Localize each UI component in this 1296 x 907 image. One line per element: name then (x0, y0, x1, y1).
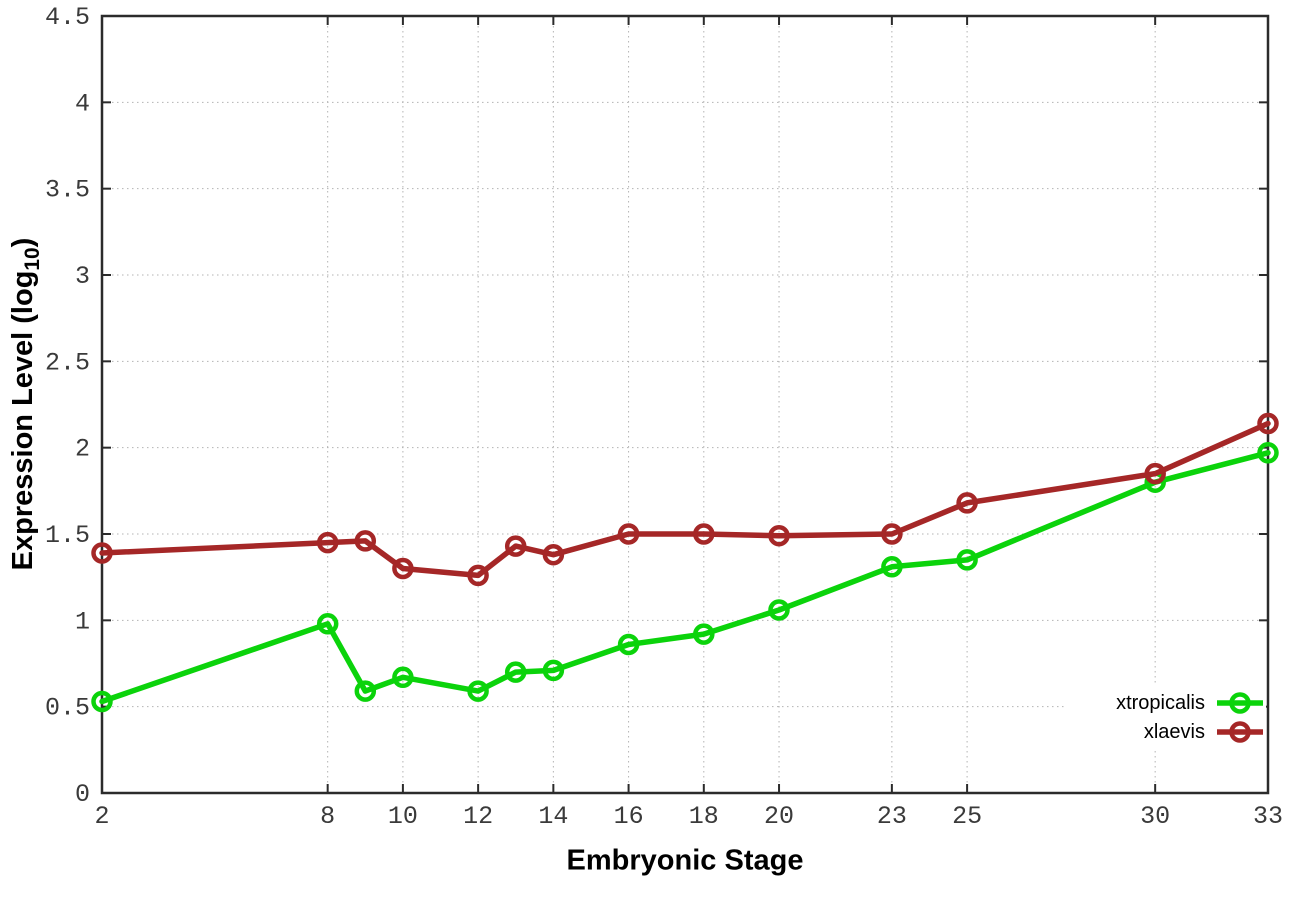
data-point-marker-xtropicalis (693, 623, 715, 645)
x-axis-title: Embryonic Stage (566, 844, 804, 877)
legend-label-xlaevis: xlaevis (1143, 720, 1205, 743)
x-tick-label: 33 (1253, 802, 1283, 831)
y-tick-label: 2.5 (45, 348, 90, 377)
y-tick-label: 4 (75, 89, 90, 118)
data-point-marker-xtropicalis (768, 599, 790, 621)
legend-line-point-sample-icon (1217, 691, 1263, 714)
data-point-marker-xtropicalis (392, 666, 414, 689)
data-point-marker-xlaevis (1144, 462, 1166, 485)
data-point-marker-xtropicalis (542, 659, 565, 682)
data-point-marker-xlaevis (956, 492, 978, 514)
data-point-marker-xtropicalis (881, 556, 903, 578)
y-tick-label: 4.5 (45, 3, 90, 32)
data-point-marker-xlaevis (617, 523, 640, 545)
y-tick-label: 3.5 (45, 176, 90, 205)
y-tick-label: 1 (75, 607, 90, 636)
legend-line-point-sample-icon (1217, 720, 1263, 743)
data-point-marker-xlaevis (768, 524, 790, 547)
data-point-marker-xtropicalis (617, 633, 640, 656)
plot-border (100, 14, 1270, 795)
data-point-marker-xtropicalis (504, 661, 527, 683)
data-point-marker-xlaevis (504, 535, 527, 557)
y-axis-title: Expression Level (log10) (7, 238, 45, 571)
data-point-marker-xlaevis (316, 531, 339, 554)
x-tick-label: 20 (764, 802, 794, 831)
x-tick-label: 10 (388, 802, 418, 831)
legend-label-xtropicalis: xtropicalis (1116, 691, 1205, 714)
legend-item-xlaevis: xlaevis (1144, 717, 1266, 746)
x-tick-label: 2 (94, 802, 109, 831)
series-xlaevis (91, 412, 1279, 587)
grid-layer (102, 16, 1268, 793)
y-tick-label: 1.5 (45, 521, 90, 550)
data-point-marker-xlaevis (91, 542, 113, 564)
data-point-marker-xtropicalis (956, 549, 978, 571)
legend-item-xtropicalis: xtropicalis (1116, 688, 1266, 717)
data-point-marker-xtropicalis (1257, 442, 1279, 464)
data-point-marker-xlaevis (467, 564, 489, 587)
x-tick-label: 30 (1140, 802, 1170, 831)
x-tick-label: 8 (320, 802, 335, 831)
data-point-marker-xtropicalis (316, 613, 339, 635)
y-tick-label: 0 (75, 780, 90, 809)
data-point-marker-xtropicalis (467, 680, 489, 702)
data-point-marker-xlaevis (1257, 412, 1279, 435)
legend: xtropicalis xlaevis (1064, 686, 1266, 748)
y-tick-label: 2 (75, 435, 90, 464)
y-axis-title-subscript: 10 (20, 247, 44, 271)
y-tick-label: 0.5 (45, 694, 90, 723)
x-tick-label: 14 (538, 802, 568, 831)
x-tick-label: 25 (952, 802, 982, 831)
data-point-marker-xtropicalis (91, 690, 113, 713)
data-point-marker-xlaevis (392, 557, 414, 580)
tick-label-layer: 2 8 10 12 14 16 18 20 23 25 30 33 0 0.5 1 1.5 2 2.5 3 3.5 4 4… (45, 3, 1283, 831)
x-tick-label: 16 (614, 802, 644, 831)
y-axis-title-suffix: ) (7, 237, 40, 248)
y-axis-title-text: Expression Level (log (7, 270, 40, 571)
series-line-xtropicalis (99, 450, 1271, 705)
series-xtropicalis (91, 442, 1279, 713)
x-tick-label: 23 (877, 802, 907, 831)
data-point-marker-xlaevis (881, 523, 903, 545)
series-line-xlaevis (99, 420, 1271, 579)
data-point-marker-xlaevis (354, 530, 377, 552)
data-point-marker-xlaevis (693, 523, 715, 545)
data-point-marker-xlaevis (542, 543, 565, 566)
y-tick-label: 3 (75, 262, 90, 291)
axis-tick-layer (101, 15, 1269, 794)
x-tick-label: 18 (689, 802, 719, 831)
data-point-marker-xtropicalis (354, 680, 377, 702)
x-tick-label: 12 (463, 802, 493, 831)
